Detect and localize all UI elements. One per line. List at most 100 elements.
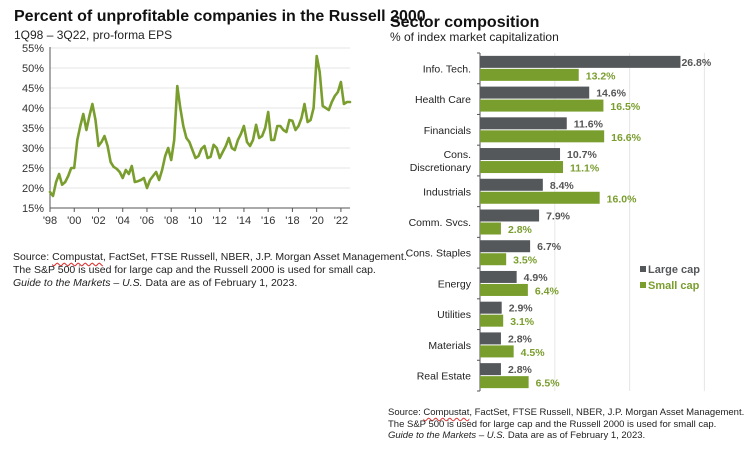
bar-small-cap bbox=[480, 314, 504, 327]
source-line-1: Source: Compustat, FactSet, FTSE Russell… bbox=[388, 407, 745, 418]
y-tick-label: 55% bbox=[22, 43, 44, 55]
category-label: Industrials bbox=[423, 186, 471, 198]
bar-small-cap bbox=[480, 161, 564, 174]
bar-small-cap bbox=[480, 253, 507, 266]
data-label-large-cap: 2.9% bbox=[509, 303, 534, 315]
bar-large-cap bbox=[480, 178, 543, 191]
source-line-2: The S&P 500 is used for large cap and th… bbox=[388, 418, 717, 430]
y-tick-label: 45% bbox=[22, 83, 44, 95]
bar-large-cap bbox=[480, 240, 531, 253]
x-tick-label: '16 bbox=[261, 215, 275, 227]
bar-small-cap bbox=[480, 376, 529, 389]
category-label-line: Cons. bbox=[444, 149, 471, 161]
y-tick-label: 50% bbox=[22, 63, 44, 75]
x-tick-label: '20 bbox=[309, 215, 323, 227]
data-label-small-cap: 6.5% bbox=[536, 378, 561, 390]
legend-swatch-large-cap bbox=[640, 266, 646, 272]
bar-chart-subtitle: % of index market capitalization bbox=[390, 30, 559, 44]
bar-large-cap bbox=[480, 270, 517, 283]
data-label-small-cap: 3.1% bbox=[510, 316, 535, 328]
data-label-large-cap: 7.9% bbox=[546, 211, 571, 223]
bar-large-cap bbox=[480, 209, 540, 222]
category-label: Cons. Staples bbox=[406, 248, 471, 260]
x-tick-label: '02 bbox=[91, 215, 105, 227]
bar-chart-title: Sector composition bbox=[390, 14, 540, 31]
data-label-small-cap: 13.2% bbox=[586, 70, 616, 82]
line-chart-source-note: Source: Compustat, FactSet, FTSE Russell… bbox=[13, 251, 407, 290]
data-label-small-cap: 16.6% bbox=[611, 132, 641, 144]
line-chart-title: Percent of unprofitable companies in the… bbox=[14, 8, 426, 25]
data-label-small-cap: 6.4% bbox=[535, 285, 560, 297]
data-label-small-cap: 2.8% bbox=[508, 224, 533, 236]
bar-small-cap bbox=[480, 68, 579, 81]
bar-large-cap bbox=[480, 148, 561, 161]
category-label: Financials bbox=[424, 125, 471, 137]
x-tick-label: '98 bbox=[43, 215, 57, 227]
category-label-line: Real Estate bbox=[417, 371, 471, 383]
bar-chart-source-note: Source: Compustat, FactSet, FTSE Russell… bbox=[388, 407, 744, 442]
data-label-small-cap: 16.0% bbox=[607, 193, 637, 205]
x-tick-label: '10 bbox=[188, 215, 202, 227]
unprofitable-companies-line bbox=[48, 54, 352, 198]
y-tick-label: 40% bbox=[22, 103, 44, 115]
source-line-2: The S&P 500 is used for large cap and th… bbox=[13, 264, 376, 276]
category-label-line: Health Care bbox=[415, 94, 471, 106]
data-label-large-cap: 2.8% bbox=[508, 364, 533, 376]
category-label-line: Energy bbox=[438, 278, 472, 290]
bar-small-cap bbox=[480, 191, 600, 204]
legend-swatch-small-cap bbox=[640, 282, 646, 288]
legend-label-small-cap: Small cap bbox=[648, 280, 700, 292]
bar-large-cap bbox=[480, 86, 590, 99]
data-label-small-cap: 16.5% bbox=[610, 101, 640, 113]
data-label-large-cap: 8.4% bbox=[550, 180, 575, 192]
x-tick-label: '04 bbox=[116, 215, 130, 227]
category-label: Cons. Discretionary bbox=[410, 149, 472, 174]
bar-large-cap bbox=[480, 363, 501, 376]
category-label: Materials bbox=[428, 340, 471, 352]
bar-small-cap bbox=[480, 99, 604, 112]
x-tick-label: '18 bbox=[285, 215, 299, 227]
data-label-large-cap: 14.6% bbox=[596, 88, 626, 100]
data-label-large-cap: 2.8% bbox=[508, 333, 533, 345]
bar-small-cap bbox=[480, 130, 605, 143]
bar-large-cap bbox=[480, 117, 567, 130]
bar-large-cap bbox=[480, 55, 681, 68]
y-tick-label: 30% bbox=[22, 143, 44, 155]
data-label-large-cap: 4.9% bbox=[524, 272, 549, 284]
x-tick-label: '08 bbox=[164, 215, 178, 227]
source-line-3: Guide to the Markets – U.S. Data are as … bbox=[388, 430, 646, 441]
category-label-line: Discretionary bbox=[410, 162, 472, 174]
x-tick-label: '14 bbox=[237, 215, 251, 227]
line-chart-subtitle: 1Q98 – 3Q22, pro-forma EPS bbox=[14, 28, 173, 42]
category-label: Real Estate bbox=[417, 371, 471, 383]
bar-small-cap bbox=[480, 283, 528, 296]
category-label-line: Cons. Staples bbox=[406, 248, 471, 260]
bar-large-cap bbox=[480, 301, 502, 314]
x-tick-label: '00 bbox=[67, 215, 81, 227]
data-label-large-cap: 10.7% bbox=[567, 149, 597, 161]
category-label: Comm. Svcs. bbox=[409, 217, 471, 229]
x-tick-label: '06 bbox=[140, 215, 154, 227]
category-label: Utilities bbox=[437, 309, 471, 321]
x-tick-label: '12 bbox=[213, 215, 227, 227]
data-label-small-cap: 4.5% bbox=[521, 347, 546, 359]
data-label-large-cap: 26.8% bbox=[681, 57, 711, 69]
data-label-large-cap: 6.7% bbox=[537, 241, 562, 253]
category-label-line: Materials bbox=[428, 340, 471, 352]
x-tick-label: '22 bbox=[334, 215, 348, 227]
source-line-3: Guide to the Markets – U.S. Data are as … bbox=[13, 277, 298, 289]
data-label-small-cap: 3.5% bbox=[513, 255, 538, 267]
category-label-line: Industrials bbox=[423, 186, 471, 198]
data-label-small-cap: 11.1% bbox=[570, 163, 600, 175]
category-label-line: Info. Tech. bbox=[423, 63, 471, 75]
y-tick-label: 20% bbox=[22, 183, 44, 195]
y-tick-label: 25% bbox=[22, 163, 44, 175]
source-line-1: Source: Compustat, FactSet, FTSE Russell… bbox=[13, 251, 407, 263]
category-label-line: Comm. Svcs. bbox=[409, 217, 471, 229]
bar-small-cap bbox=[480, 345, 514, 358]
bar-large-cap bbox=[480, 332, 501, 345]
category-label: Health Care bbox=[415, 94, 471, 106]
y-tick-label: 35% bbox=[22, 123, 44, 135]
